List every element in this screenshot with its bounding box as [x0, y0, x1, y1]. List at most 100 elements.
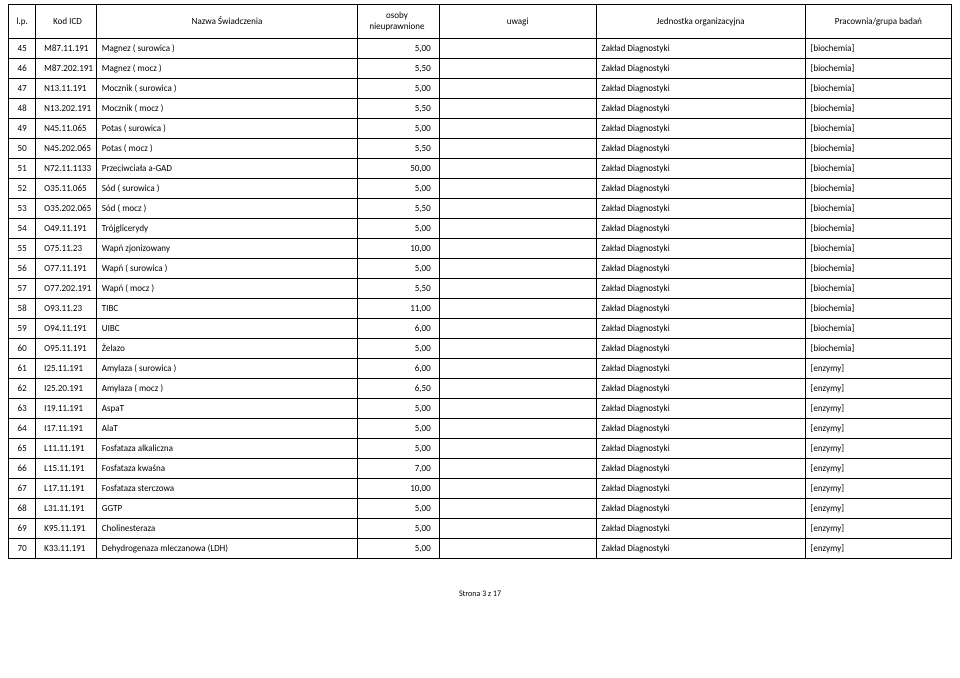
cell-osoby: 5,00 — [358, 79, 440, 99]
cell-uwagi — [439, 339, 596, 359]
cell-pracownia: [biochemia] — [805, 119, 951, 139]
cell-uwagi — [439, 119, 596, 139]
cell-nazwa: Sód ( mocz ) — [96, 199, 357, 219]
services-table: l.p. Kod ICD Nazwa Świadczenia osoby nie… — [8, 4, 952, 559]
cell-nazwa: Trójglicerydy — [96, 219, 357, 239]
cell-osoby: 5,50 — [358, 99, 440, 119]
cell-nazwa: Fosfataza kwaśna — [96, 459, 357, 479]
cell-kod: O93.11.23 — [36, 299, 97, 319]
cell-pracownia: [biochemia] — [805, 179, 951, 199]
cell-osoby: 5,00 — [358, 399, 440, 419]
header-pracownia: Pracownia/grupa badań — [805, 5, 951, 39]
cell-jednostka: Zakład Diagnostyki — [596, 279, 805, 299]
cell-osoby: 6,50 — [358, 379, 440, 399]
header-uwagi: uwagi — [439, 5, 596, 39]
cell-lp: 65 — [9, 439, 36, 459]
cell-jednostka: Zakład Diagnostyki — [596, 99, 805, 119]
cell-osoby: 5,00 — [358, 499, 440, 519]
cell-osoby: 5,00 — [358, 419, 440, 439]
cell-kod: N72.11.1133 — [36, 159, 97, 179]
cell-jednostka: Zakład Diagnostyki — [596, 79, 805, 99]
table-row: 51N72.11.1133Przeciwciała a-GAD50,00Zakł… — [9, 159, 952, 179]
cell-jednostka: Zakład Diagnostyki — [596, 419, 805, 439]
cell-lp: 67 — [9, 479, 36, 499]
cell-uwagi — [439, 299, 596, 319]
cell-lp: 46 — [9, 59, 36, 79]
table-row: 54O49.11.191Trójglicerydy5,00Zakład Diag… — [9, 219, 952, 239]
cell-kod: O77.11.191 — [36, 259, 97, 279]
table-row: 53O35.202.065Sód ( mocz )5,50Zakład Diag… — [9, 199, 952, 219]
cell-kod: M87.11.191 — [36, 39, 97, 59]
cell-pracownia: [enzymy] — [805, 459, 951, 479]
cell-lp: 54 — [9, 219, 36, 239]
cell-nazwa: Mocznik ( mocz ) — [96, 99, 357, 119]
table-row: 57O77.202.191Wapń ( mocz )5,50Zakład Dia… — [9, 279, 952, 299]
cell-kod: I25.11.191 — [36, 359, 97, 379]
table-row: 55O75.11.23Wapń zjonizowany10,00Zakład D… — [9, 239, 952, 259]
cell-osoby: 5,00 — [358, 439, 440, 459]
table-row: 45M87.11.191Magnez ( surowica )5,00Zakła… — [9, 39, 952, 59]
cell-uwagi — [439, 319, 596, 339]
cell-nazwa: Przeciwciała a-GAD — [96, 159, 357, 179]
cell-kod: K95.11.191 — [36, 519, 97, 539]
cell-pracownia: [enzymy] — [805, 379, 951, 399]
header-kod: Kod ICD — [36, 5, 97, 39]
cell-jednostka: Zakład Diagnostyki — [596, 539, 805, 559]
cell-pracownia: [biochemia] — [805, 59, 951, 79]
cell-kod: K33.11.191 — [36, 539, 97, 559]
cell-osoby: 6,00 — [358, 319, 440, 339]
cell-pracownia: [biochemia] — [805, 219, 951, 239]
cell-kod: O35.11.065 — [36, 179, 97, 199]
cell-lp: 47 — [9, 79, 36, 99]
cell-nazwa: Potas ( surowica ) — [96, 119, 357, 139]
cell-pracownia: [enzymy] — [805, 479, 951, 499]
cell-nazwa: Żelazo — [96, 339, 357, 359]
cell-pracownia: [biochemia] — [805, 99, 951, 119]
cell-osoby: 6,00 — [358, 359, 440, 379]
cell-nazwa: Dehydrogenaza mleczanowa (LDH) — [96, 539, 357, 559]
header-osoby: osoby nieuprawnione — [358, 5, 440, 39]
cell-nazwa: AspaT — [96, 399, 357, 419]
cell-nazwa: Magnez ( mocz ) — [96, 59, 357, 79]
cell-pracownia: [biochemia] — [805, 319, 951, 339]
cell-uwagi — [439, 179, 596, 199]
cell-jednostka: Zakład Diagnostyki — [596, 259, 805, 279]
page-footer: Strona 3 z 17 — [8, 589, 952, 599]
table-row: 56O77.11.191Wapń ( surowica )5,00Zakład … — [9, 259, 952, 279]
cell-pracownia: [enzymy] — [805, 499, 951, 519]
cell-jednostka: Zakład Diagnostyki — [596, 379, 805, 399]
cell-lp: 45 — [9, 39, 36, 59]
cell-lp: 48 — [9, 99, 36, 119]
cell-uwagi — [439, 219, 596, 239]
cell-kod: L31.11.191 — [36, 499, 97, 519]
cell-pracownia: [enzymy] — [805, 439, 951, 459]
table-row: 67L17.11.191Fosfataza sterczowa10,00Zakł… — [9, 479, 952, 499]
cell-nazwa: AlaT — [96, 419, 357, 439]
cell-kod: O35.202.065 — [36, 199, 97, 219]
table-row: 69K95.11.191Cholinesteraza5,00Zakład Dia… — [9, 519, 952, 539]
table-row: 66L15.11.191Fosfataza kwaśna7,00Zakład D… — [9, 459, 952, 479]
cell-lp: 56 — [9, 259, 36, 279]
cell-jednostka: Zakład Diagnostyki — [596, 179, 805, 199]
table-row: 65L11.11.191Fosfataza alkaliczna5,00Zakł… — [9, 439, 952, 459]
cell-nazwa: Cholinesteraza — [96, 519, 357, 539]
cell-osoby: 5,00 — [358, 39, 440, 59]
cell-uwagi — [439, 479, 596, 499]
cell-osoby: 5,00 — [358, 339, 440, 359]
cell-kod: N45.202.065 — [36, 139, 97, 159]
cell-lp: 58 — [9, 299, 36, 319]
cell-pracownia: [biochemia] — [805, 279, 951, 299]
cell-uwagi — [439, 439, 596, 459]
cell-uwagi — [439, 419, 596, 439]
cell-lp: 51 — [9, 159, 36, 179]
cell-pracownia: [enzymy] — [805, 539, 951, 559]
cell-jednostka: Zakład Diagnostyki — [596, 199, 805, 219]
cell-osoby: 5,00 — [358, 119, 440, 139]
cell-osoby: 11,00 — [358, 299, 440, 319]
cell-kod: L11.11.191 — [36, 439, 97, 459]
cell-lp: 61 — [9, 359, 36, 379]
cell-lp: 69 — [9, 519, 36, 539]
cell-lp: 64 — [9, 419, 36, 439]
cell-uwagi — [439, 459, 596, 479]
cell-uwagi — [439, 139, 596, 159]
